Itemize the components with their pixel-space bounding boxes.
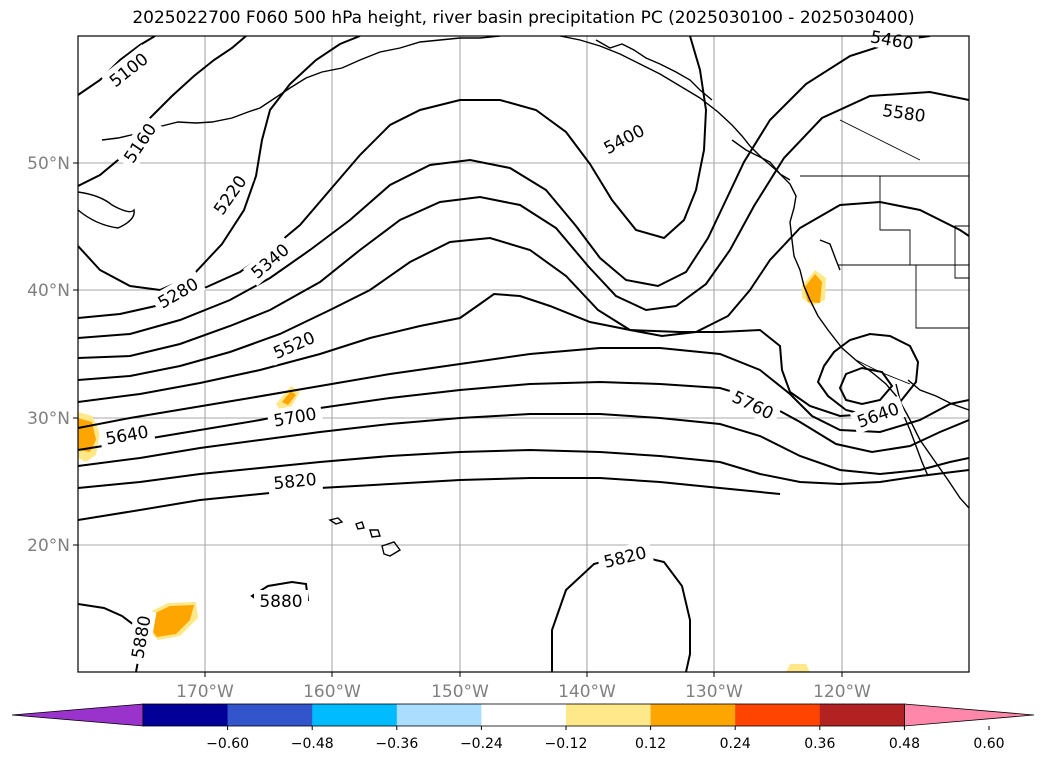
colorbar-segment bbox=[396, 704, 482, 726]
colorbar-segment bbox=[312, 704, 398, 726]
lat-axis: 20°N 30°N 40°N 50°N bbox=[27, 154, 78, 556]
colorbar-tick-label: 0.60 bbox=[973, 736, 1004, 752]
colorbar-segment bbox=[819, 704, 905, 726]
contour-5820-north bbox=[78, 448, 969, 489]
lon-tick-130w: 130°W bbox=[685, 682, 743, 702]
map-frame bbox=[77, 35, 970, 673]
contour-5640-closed bbox=[838, 366, 894, 406]
contour-label-5820-main: 5820 bbox=[273, 470, 318, 494]
colorbar-segment bbox=[566, 704, 652, 726]
height-contours bbox=[78, 36, 969, 672]
contour-5220 bbox=[78, 36, 361, 292]
contour-5760 bbox=[78, 413, 969, 476]
colorbar-tick-label: 0.48 bbox=[889, 736, 920, 752]
colorbar: −0.60 −0.48 −0.36 −0.24 −0.12 0.12 0.24 0.36 0.4… bbox=[11, 703, 1035, 752]
contour-5100 bbox=[78, 36, 156, 96]
colorbar-tick-label: −0.12 bbox=[545, 736, 588, 752]
contour-5400 bbox=[78, 90, 969, 359]
contour-5160 bbox=[78, 36, 247, 187]
contour-5280 bbox=[78, 36, 708, 319]
lon-tick-140w: 140°W bbox=[558, 682, 616, 702]
lon-tick-170w: 170°W bbox=[176, 682, 234, 702]
precip-shading bbox=[78, 270, 826, 672]
map-title: 2025022700 F060 500 hPa height, river ba… bbox=[132, 8, 915, 28]
contour-5520 bbox=[78, 292, 920, 418]
contour-5580 bbox=[78, 347, 969, 434]
contour-5820-south bbox=[78, 477, 781, 521]
colorbar-extend-max bbox=[904, 703, 1035, 727]
contour-5460 bbox=[78, 200, 969, 381]
lat-tick-20n: 20°N bbox=[27, 536, 70, 556]
colorbar-tick-label: 0.12 bbox=[635, 736, 666, 752]
colorbar-tick-label: −0.24 bbox=[460, 736, 503, 752]
colorbar-tick-label: −0.60 bbox=[206, 736, 249, 752]
lon-axis: 170°W 160°W 150°W 140°W 130°W 120°W bbox=[176, 672, 871, 702]
colorbar-tick-label: −0.48 bbox=[291, 736, 334, 752]
colorbar-extend-min bbox=[11, 703, 144, 727]
colorbar-tick-label: 0.36 bbox=[804, 736, 835, 752]
colorbar-segment bbox=[650, 704, 736, 726]
lon-tick-150w: 150°W bbox=[431, 682, 489, 702]
lat-tick-50n: 50°N bbox=[27, 154, 70, 174]
contour-5700 bbox=[78, 380, 969, 454]
contour-label-5880-closed: 5880 bbox=[259, 592, 302, 612]
precip-patch-central-core bbox=[282, 391, 296, 405]
precip-patch-south-edge bbox=[786, 664, 810, 672]
lon-tick-120w: 120°W bbox=[813, 682, 871, 702]
colorbar-segment bbox=[481, 704, 567, 726]
precip-patch-southwest-core bbox=[150, 605, 194, 637]
colorbar-segment bbox=[227, 704, 313, 726]
colorbar-segment bbox=[735, 704, 821, 726]
colorbar-frame bbox=[142, 703, 905, 727]
lon-tick-160w: 160°W bbox=[303, 682, 361, 702]
contour-5340 bbox=[78, 36, 931, 339]
lat-tick-30n: 30°N bbox=[27, 409, 70, 429]
colorbar-tick-label: 0.24 bbox=[720, 736, 751, 752]
borders bbox=[800, 119, 969, 385]
colorbar-tick-label: −0.36 bbox=[375, 736, 418, 752]
lat-tick-40n: 40°N bbox=[27, 281, 70, 301]
colorbar-segment bbox=[143, 704, 229, 726]
